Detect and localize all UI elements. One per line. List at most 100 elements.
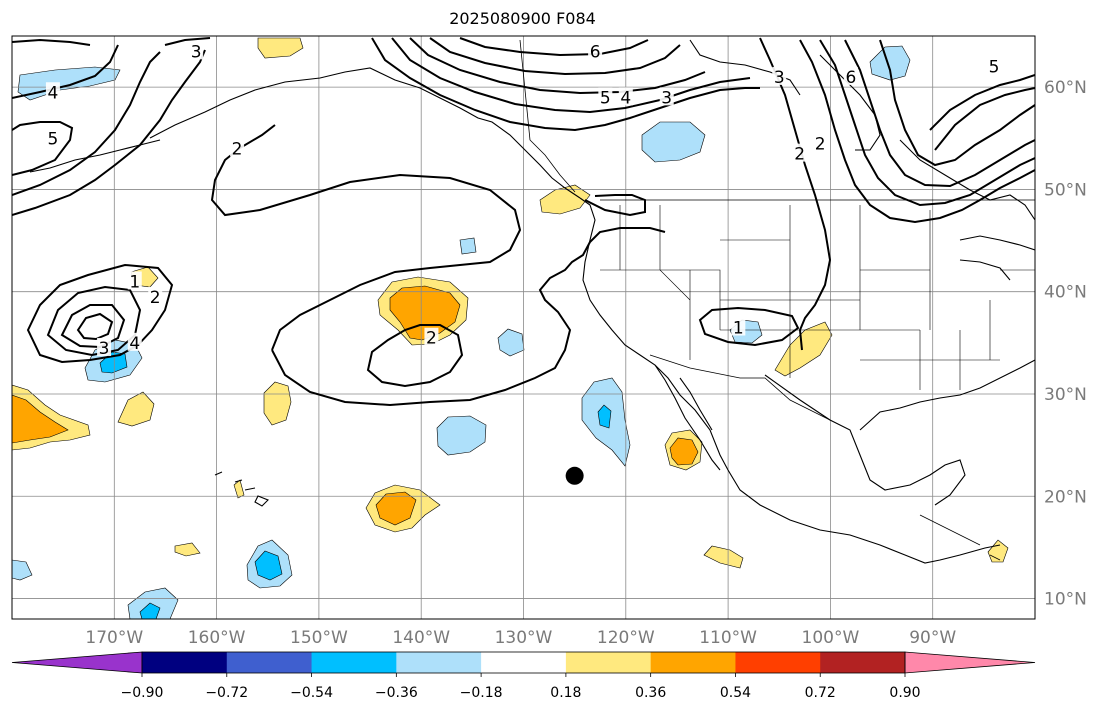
contour-line bbox=[371, 37, 760, 132]
contour-label-bg bbox=[148, 286, 163, 305]
contour-label-bg bbox=[598, 87, 613, 106]
contour-line bbox=[429, 37, 681, 76]
contour-line bbox=[46, 285, 142, 357]
coastline-alaska bbox=[149, 67, 581, 199]
state-lines bbox=[600, 205, 1035, 390]
contour-line bbox=[12, 121, 74, 176]
colorbar-tick-label: 0.18 bbox=[550, 685, 581, 701]
colorbar-segment bbox=[820, 652, 906, 673]
colorbar-tick-label: −0.18 bbox=[460, 685, 503, 701]
lon-tick-label: 140°W bbox=[392, 628, 450, 648]
contour-line bbox=[584, 194, 646, 217]
colorbar-extend-max bbox=[904, 651, 1036, 674]
anomaly-negative bbox=[12, 559, 33, 581]
anomaly-positive bbox=[257, 37, 304, 59]
colorbar-tick-label: 0.36 bbox=[635, 685, 666, 701]
colorbar-tick-label: 0.54 bbox=[720, 685, 751, 701]
anomaly-negative bbox=[139, 602, 161, 619]
contour-label-bg bbox=[189, 41, 204, 60]
anomaly-positive bbox=[117, 391, 155, 427]
coastline-gulf bbox=[764, 359, 1035, 506]
colorbar: −0.90 −0.72 −0.54 −0.36 −0.18 0.18 0.36 0.54 0.7… bbox=[11, 651, 1036, 701]
anomaly-positive bbox=[12, 394, 69, 444]
anomaly-negative bbox=[869, 45, 911, 81]
contour-label-bg bbox=[424, 327, 439, 346]
colorbar-tick-label: 0.72 bbox=[805, 685, 836, 701]
contour-line bbox=[12, 49, 206, 216]
contour-label: 1 bbox=[733, 319, 744, 339]
contour-line bbox=[698, 306, 800, 347]
anomaly-positive bbox=[375, 491, 417, 526]
contour-label: 3 bbox=[99, 339, 110, 359]
contour-line bbox=[60, 304, 126, 349]
lat-tick-label: 40°N bbox=[1044, 283, 1087, 303]
colorbar-segment bbox=[226, 652, 313, 673]
lon-tick-label: 130°W bbox=[495, 628, 553, 648]
contour-label-bg bbox=[792, 143, 807, 162]
colorbar-extend-min bbox=[11, 651, 143, 674]
contour-label: 3 bbox=[191, 42, 202, 62]
contour-line bbox=[12, 51, 161, 196]
latitude-labels: 10°N 20°N 30°N 40°N 50°N 60°N bbox=[1044, 78, 1087, 609]
contour-label: 4 bbox=[620, 88, 631, 108]
anomaly-negative bbox=[436, 415, 487, 456]
lon-tick-label: 100°W bbox=[802, 628, 860, 648]
contour-label: 1 bbox=[129, 272, 140, 292]
filled-anomalies bbox=[12, 37, 1009, 619]
lat-tick-label: 50°N bbox=[1044, 180, 1087, 200]
contour-line bbox=[12, 38, 91, 46]
colorbar-segment bbox=[142, 652, 228, 673]
contour-label: 2 bbox=[150, 288, 161, 308]
anomaly-positive bbox=[263, 381, 292, 426]
contour-line bbox=[164, 37, 211, 46]
contour-line bbox=[409, 37, 706, 95]
contour-label: 3 bbox=[774, 68, 785, 88]
contour-line bbox=[12, 44, 119, 99]
contour-label: 2 bbox=[794, 145, 805, 165]
contour-line bbox=[459, 37, 649, 57]
anomaly-negative bbox=[459, 237, 477, 255]
lat-tick-label: 10°N bbox=[1044, 590, 1087, 610]
colorbar-segment bbox=[650, 652, 736, 673]
lon-tick-label: 110°W bbox=[699, 628, 757, 648]
colorbar-tick-label: −0.72 bbox=[205, 685, 248, 701]
colorbar-tick-label: 0.90 bbox=[889, 685, 920, 701]
contour-label: 4 bbox=[48, 83, 59, 103]
contour-label-bg bbox=[45, 128, 60, 147]
contour-line bbox=[210, 124, 522, 351]
contour-line bbox=[26, 263, 174, 364]
contour-line bbox=[844, 39, 1035, 188]
lon-tick-label: 160°W bbox=[188, 628, 246, 648]
longitude-labels: 170°W 160°W 150°W 140°W 130°W 120°W 110°W 100°W… bbox=[85, 628, 956, 648]
contour-line bbox=[759, 37, 832, 351]
contour-label-bg bbox=[127, 271, 142, 290]
contour-label: 5 bbox=[48, 129, 59, 149]
contour-line bbox=[76, 312, 114, 341]
contour-label: 6 bbox=[845, 68, 856, 88]
contour-label-bg bbox=[987, 56, 1002, 75]
anomaly-negative bbox=[254, 550, 283, 581]
contour-label-bg bbox=[772, 66, 787, 85]
contour-line bbox=[366, 324, 464, 388]
contour-line bbox=[819, 39, 1035, 207]
anomaly-positive bbox=[703, 545, 744, 569]
border-us-mexico bbox=[649, 354, 831, 421]
contour-label: 6 bbox=[590, 42, 601, 62]
chart-title: 2025080900 F084 bbox=[449, 9, 596, 28]
lon-tick-label: 90°W bbox=[909, 628, 956, 648]
contour-line bbox=[934, 87, 1035, 151]
contour-line bbox=[929, 74, 1035, 131]
contour-label: 2 bbox=[815, 134, 826, 154]
contour-label-bg bbox=[843, 66, 858, 85]
contour-label-bg bbox=[97, 337, 112, 356]
coastline-us-west bbox=[579, 197, 1001, 564]
anomaly-positive bbox=[669, 437, 699, 466]
lat-tick-label: 60°N bbox=[1044, 78, 1087, 98]
coastline-hawaii bbox=[214, 471, 269, 507]
contour-label-bg bbox=[813, 133, 828, 152]
colorbar-segment bbox=[396, 652, 482, 673]
anomaly-negative bbox=[497, 328, 525, 357]
contour-label: 3 bbox=[661, 88, 672, 108]
